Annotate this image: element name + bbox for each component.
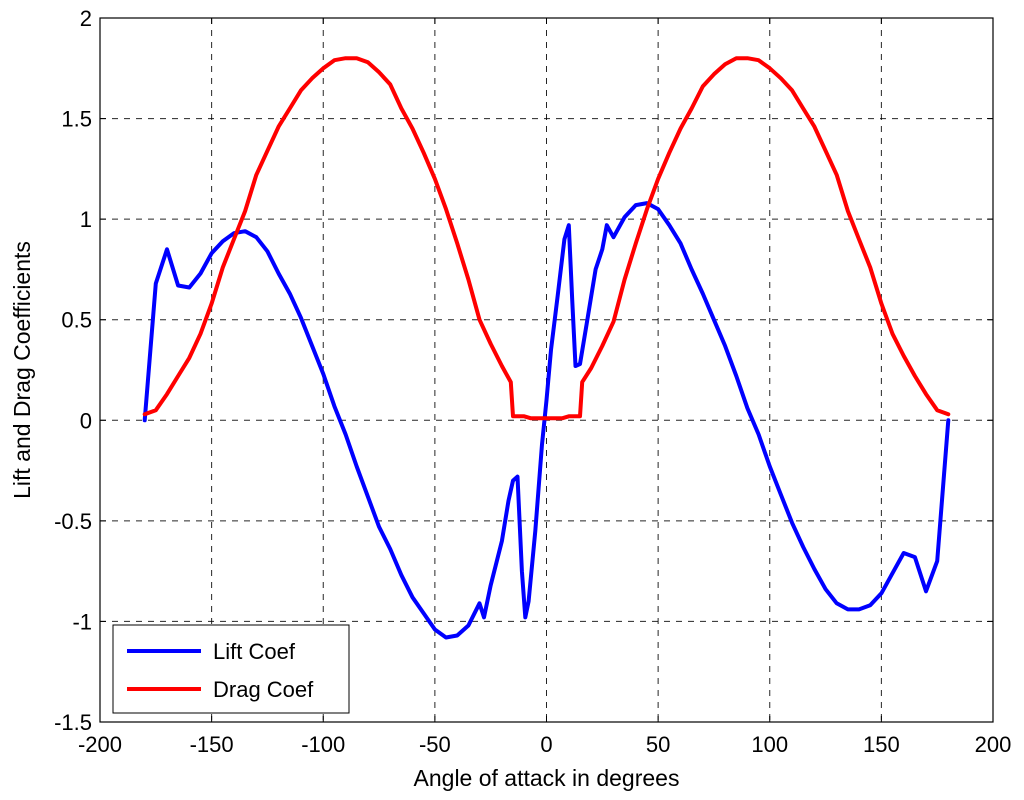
lift-coef-line	[142, 201, 951, 640]
x-tick-label: 50	[646, 732, 670, 757]
y-tick-label: 1.5	[61, 107, 92, 132]
y-tick-label: 0.5	[61, 308, 92, 333]
drag-coef-line	[142, 56, 951, 421]
x-tick-label: -150	[190, 732, 234, 757]
y-tick-label: 1	[80, 207, 92, 232]
grid	[100, 18, 993, 722]
drag-coef-legend-label: Drag Coef	[213, 677, 314, 702]
y-tick-label: 2	[80, 6, 92, 31]
legend: Lift Coef Drag Coef	[112, 624, 350, 714]
x-tick-label: 200	[975, 732, 1012, 757]
y-tick-label: -0.5	[54, 509, 92, 534]
y-axis-label: Lift and Drag Coefficients	[9, 241, 35, 499]
x-tick-label: 0	[540, 732, 552, 757]
x-tick-label: -100	[301, 732, 345, 757]
legend-box	[112, 624, 350, 714]
x-tick-label: 100	[751, 732, 788, 757]
x-tick-label: -200	[78, 732, 122, 757]
y-tick-label: 0	[80, 408, 92, 433]
series-lines	[142, 56, 951, 640]
lift-coef-legend-label: Lift Coef	[213, 639, 296, 664]
y-tick-label: -1.5	[54, 710, 92, 735]
y-tick-label: -1	[72, 609, 92, 634]
x-tick-label: -50	[419, 732, 451, 757]
axis-ticks: -200 -150 -100 -50 0 50 100 150 200 -1.5 -1 -0.5 0 0.…	[54, 6, 1011, 757]
x-axis-label: Angle of attack in degrees	[414, 765, 680, 791]
x-tick-label: 150	[863, 732, 900, 757]
